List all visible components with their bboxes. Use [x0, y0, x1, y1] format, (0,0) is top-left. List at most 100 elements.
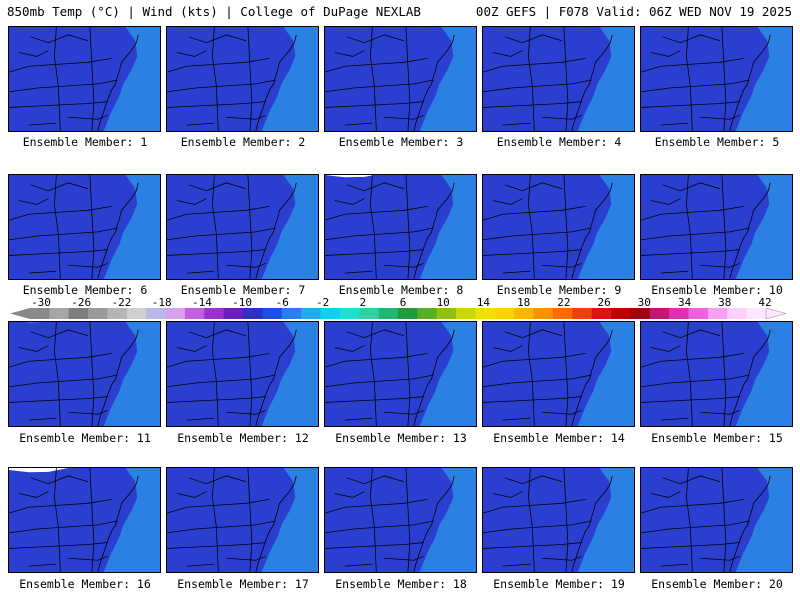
ensemble-member-panel[interactable] [482, 467, 635, 573]
temperature-map [167, 322, 318, 426]
ensemble-member-label: Ensemble Member: 11 [19, 431, 151, 445]
ensemble-member-label: Ensemble Member: 17 [177, 577, 309, 591]
ensemble-member-label: Ensemble Member: 19 [493, 577, 625, 591]
ensemble-member-label: Ensemble Member: 7 [180, 283, 306, 297]
colorbar-tick-label: -10 [232, 296, 253, 309]
colorbar-segment [165, 308, 186, 319]
colorbar-segment [456, 308, 476, 319]
temperature-map [483, 322, 634, 426]
ensemble-member-label: Ensemble Member: 18 [335, 577, 467, 591]
ensemble-member-panel[interactable] [324, 174, 477, 280]
temperature-map [483, 468, 634, 572]
colorbar-tick-label: 30 [637, 296, 651, 309]
ensemble-member-panel[interactable] [482, 26, 635, 132]
colorbar-tick-label: 26 [597, 296, 611, 309]
ensemble-member-label: Ensemble Member: 6 [22, 283, 148, 297]
ensemble-member-panel[interactable] [8, 174, 161, 280]
colorbar-tick-label: -26 [71, 296, 92, 309]
colorbar-tick-label: -2 [315, 296, 330, 309]
colorbar-segment [727, 308, 747, 319]
ensemble-member-label: Ensemble Member: 8 [338, 283, 464, 297]
colorbar-tick-label: 34 [677, 296, 692, 309]
colorbar-segment [223, 308, 244, 319]
ensemble-member-panel[interactable] [640, 467, 793, 573]
colorbar-segment [243, 308, 263, 319]
temperature-map [167, 468, 318, 572]
ensemble-member-panel[interactable] [8, 321, 161, 427]
colorbar-segment [630, 308, 651, 319]
colorbar-tick-label: -22 [111, 296, 132, 309]
colorbar-segment [514, 308, 534, 319]
header-title: 850mb Temp (°C) | Wind (kts) | College o… [7, 4, 421, 19]
colorbar-tick-label: 6 [399, 296, 407, 309]
temperature-map [9, 27, 160, 131]
ensemble-member-panel[interactable] [8, 26, 161, 132]
colorbar-segment [572, 308, 592, 319]
ensemble-member-label: Ensemble Member: 3 [338, 135, 464, 149]
ensemble-member-panel[interactable] [324, 26, 477, 132]
ensemble-member-label: Ensemble Member: 1 [22, 135, 148, 149]
colorbar-segment [146, 308, 166, 319]
ensemble-member-panel[interactable] [166, 174, 319, 280]
colorbar-segment [30, 308, 50, 319]
temperature-map [483, 175, 634, 279]
ensemble-member-panel[interactable] [8, 467, 161, 573]
colorbar-segment [475, 308, 496, 319]
colorbar-tick-label: 14 [476, 296, 491, 309]
temperature-colorbar [10, 308, 786, 319]
ensemble-member-panel[interactable] [166, 321, 319, 427]
colorbar-segment [533, 308, 554, 319]
ensemble-member-panel[interactable] [640, 321, 793, 427]
colorbar-segment [494, 308, 515, 319]
colorbar-segment [746, 308, 767, 319]
ensemble-member-panel[interactable] [324, 321, 477, 427]
colorbar-segment [611, 308, 631, 319]
temperature-map [9, 175, 160, 279]
temperature-map [167, 27, 318, 131]
colorbar-segment [126, 308, 147, 319]
ensemble-member-label: Ensemble Member: 9 [496, 283, 622, 297]
temperature-map [483, 27, 634, 131]
ensemble-member-panel[interactable] [482, 321, 635, 427]
colorbar-segment [669, 308, 689, 319]
ensemble-member-label: Ensemble Member: 5 [654, 135, 780, 149]
colorbar-segment [552, 308, 573, 319]
colorbar-segment [688, 308, 709, 319]
colorbar-tick-label: 42 [758, 296, 772, 309]
colorbar-segment [707, 308, 728, 319]
temperature-map [167, 175, 318, 279]
colorbar-segment [378, 308, 399, 319]
colorbar-tick-label: 22 [557, 296, 571, 309]
colorbar-right-arrow [765, 308, 786, 319]
ensemble-member-label: Ensemble Member: 14 [493, 431, 625, 445]
ensemble-member-panel[interactable] [482, 174, 635, 280]
colorbar-segment [88, 308, 108, 319]
ensemble-member-label: Ensemble Member: 15 [651, 431, 783, 445]
ensemble-member-panel[interactable] [640, 174, 793, 280]
colorbar-segment [184, 308, 205, 319]
colorbar-segment [204, 308, 224, 319]
colorbar-segment [301, 308, 321, 319]
colorbar-segment [68, 308, 89, 319]
colorbar-segment [320, 308, 341, 319]
colorbar-tick-labels: -30 -26 -22 -18 -14 -10 -6 -2 2 6 10 14 18 22 26 30 34 38… [0, 296, 800, 309]
ensemble-member-panel[interactable] [324, 467, 477, 573]
colorbar-segment [262, 308, 283, 319]
colorbar-tick-label: -6 [275, 296, 289, 309]
ensemble-member-panel[interactable] [166, 467, 319, 573]
colorbar-tick-label: -14 [191, 296, 212, 309]
ensemble-member-panel[interactable] [166, 26, 319, 132]
temperature-map [325, 175, 476, 279]
temperature-map [325, 468, 476, 572]
ensemble-member-panel[interactable] [640, 26, 793, 132]
colorbar-segment [107, 308, 128, 319]
temperature-map [641, 322, 792, 426]
temperature-map [325, 27, 476, 131]
colorbar-tick-label: -30 [31, 296, 51, 309]
temperature-map [9, 468, 160, 572]
ensemble-member-label: Ensemble Member: 13 [335, 431, 467, 445]
ensemble-member-label: Ensemble Member: 16 [19, 577, 151, 591]
colorbar-tick-label: 10 [436, 296, 450, 309]
colorbar-left-arrow [10, 308, 30, 319]
temperature-map [641, 468, 792, 572]
